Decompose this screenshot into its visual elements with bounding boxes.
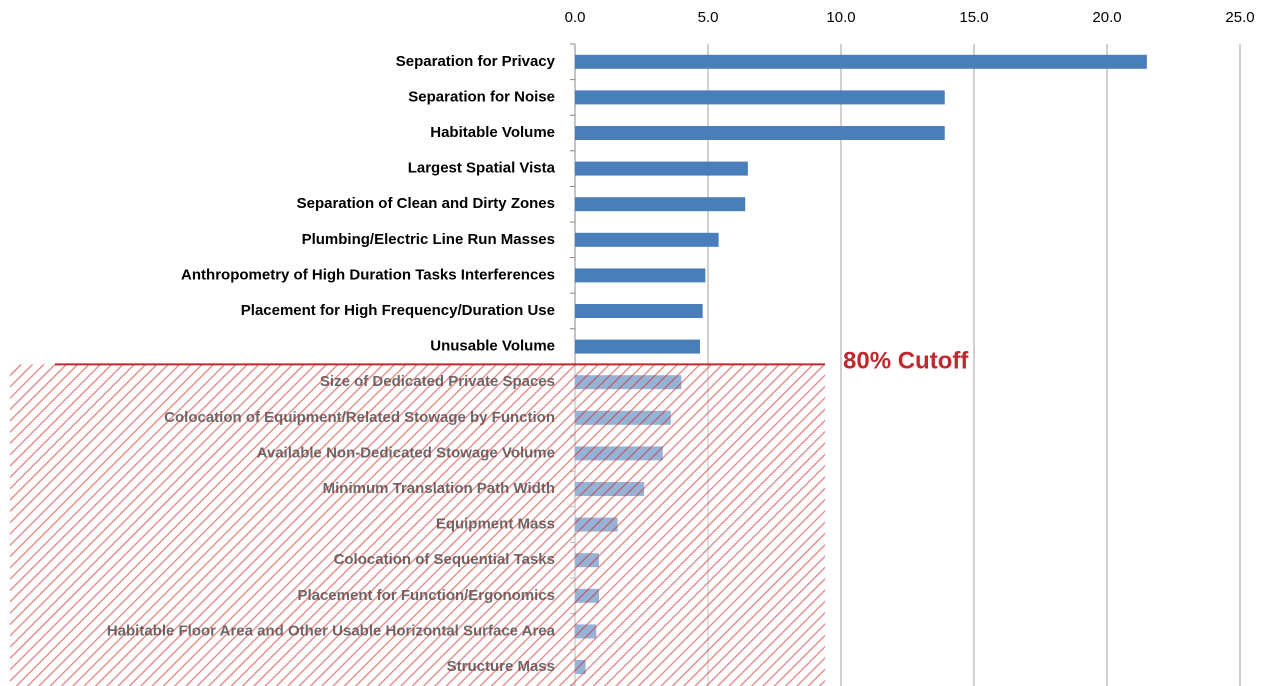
bar [575,197,746,212]
cutoff-hatch [10,364,825,686]
bar [575,54,1147,69]
bar [575,161,748,176]
bar [575,232,719,247]
bar [575,268,706,283]
category-label: Separation for Noise [408,88,555,105]
cutoff-label: 80% Cutoff [843,348,969,375]
category-label: Anthropometry of High Duration Tasks Int… [181,266,555,283]
x-tick-label: 0.0 [565,9,586,26]
category-label: Plumbing/Electric Line Run Masses [302,231,555,248]
x-tick-label: 10.0 [826,9,855,26]
x-tick-label: 25.0 [1225,9,1254,26]
category-label: Separation for Privacy [396,53,556,70]
bar [575,126,945,140]
category-label: Unusable Volume [430,338,555,355]
bar [575,304,703,318]
category-label: Largest Spatial Vista [408,160,556,177]
category-label: Placement for High Frequency/Duration Us… [241,302,555,319]
x-tick-label: 15.0 [959,9,988,26]
category-label: Separation of Clean and Dirty Zones [297,195,555,212]
x-tick-label: 5.0 [698,9,719,26]
x-tick-label: 20.0 [1092,9,1121,26]
bar [575,339,701,354]
bar [575,90,945,105]
category-label: Habitable Volume [430,124,555,141]
